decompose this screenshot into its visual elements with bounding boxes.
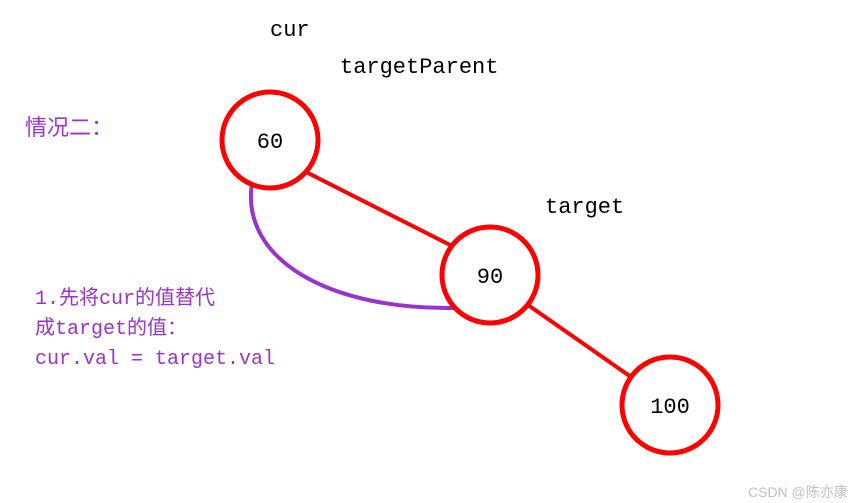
step-line-3: cur.val = target.val (35, 345, 275, 375)
edge-curve-60-90 (251, 183, 455, 308)
step-line-1: 1.先将cur的值替代 (35, 285, 275, 315)
node-90-value: 90 (477, 265, 503, 290)
watermark: CSDN @陈亦康 (748, 482, 848, 502)
label-target: target (545, 195, 624, 220)
case-label: 情况二： (25, 110, 113, 142)
step-line-2: 成target的值： (35, 315, 275, 345)
edge-60-90 (306, 172, 452, 246)
edge-90-100 (528, 305, 631, 377)
node-100-value: 100 (650, 395, 690, 420)
node-60-value: 60 (257, 130, 283, 155)
step-text: 1.先将cur的值替代 成target的值： cur.val = target.… (35, 285, 275, 375)
label-cur: cur (270, 18, 310, 43)
label-target-parent: targetParent (340, 55, 498, 80)
